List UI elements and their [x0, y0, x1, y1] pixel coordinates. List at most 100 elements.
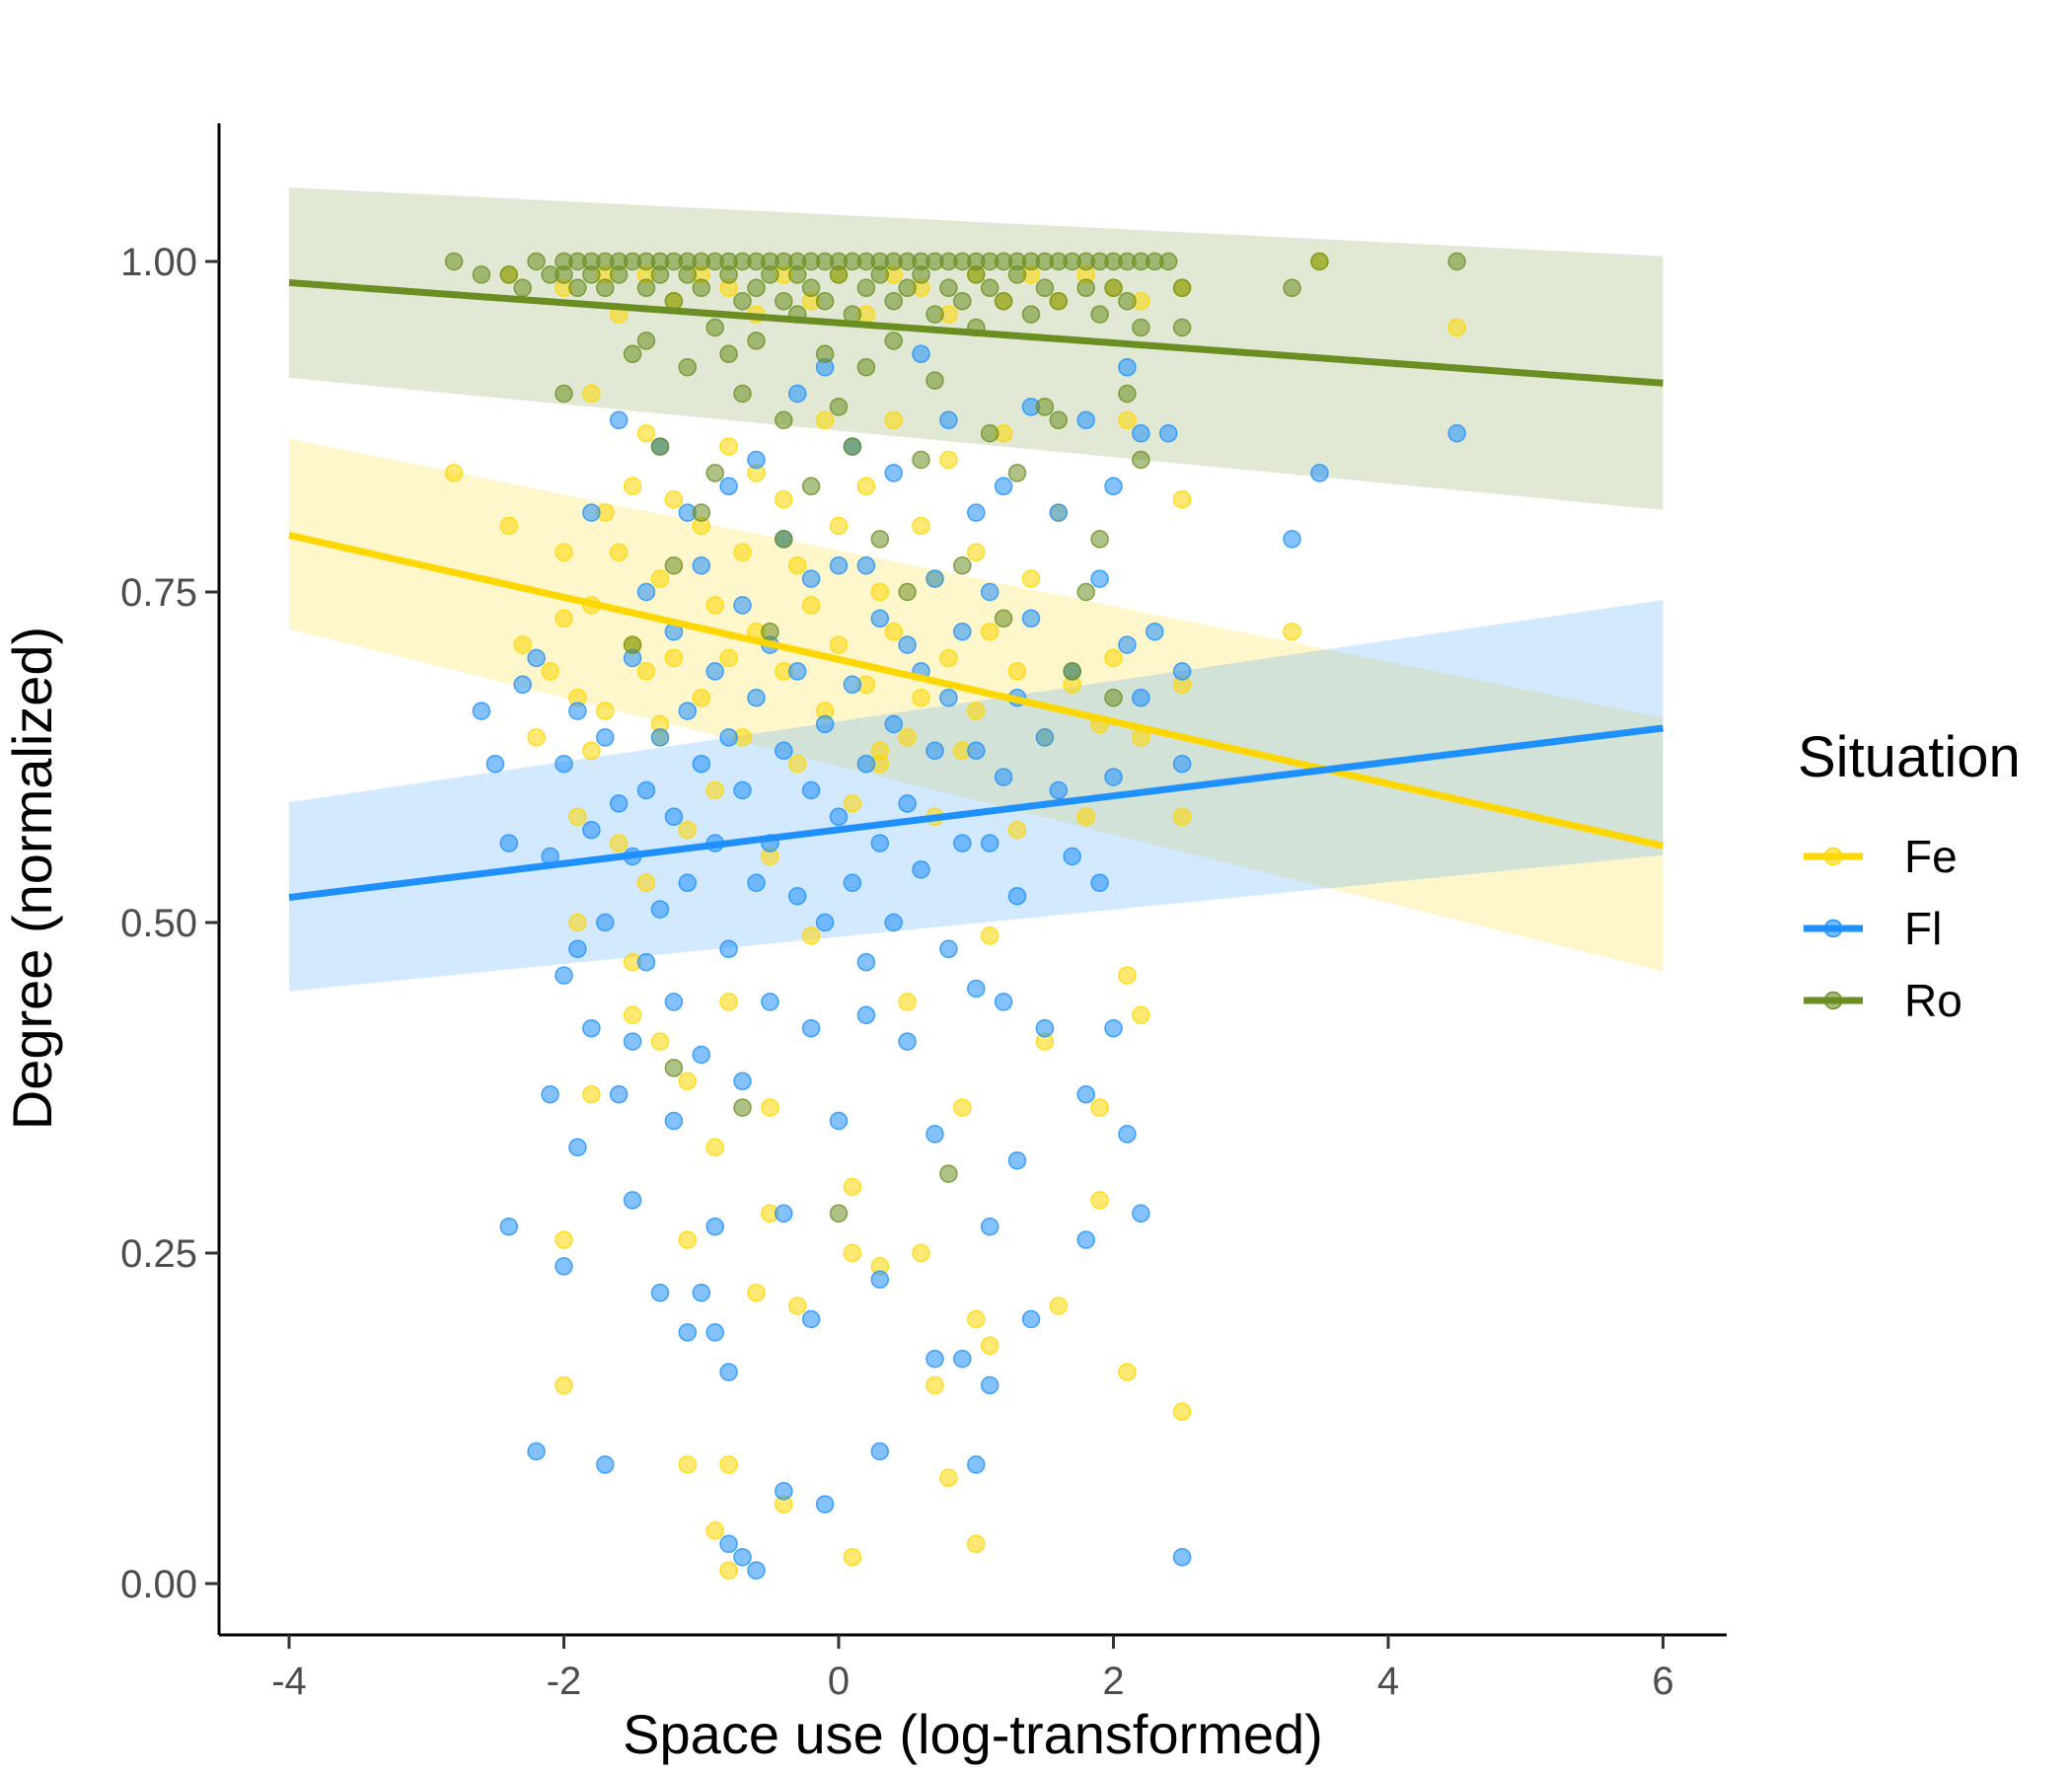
point-fl	[1283, 530, 1301, 549]
x-tick-label: 6	[1652, 1660, 1673, 1703]
point-fe	[678, 1230, 698, 1249]
point-fl	[719, 1363, 738, 1381]
point-fl	[1172, 1547, 1192, 1567]
point-fe	[733, 543, 752, 562]
point-fl	[472, 702, 491, 720]
point-fl	[609, 410, 629, 430]
point-fe	[884, 622, 903, 641]
point-fe	[623, 1005, 642, 1025]
point-ro	[1035, 278, 1055, 298]
point-ro	[1118, 291, 1137, 311]
point-ro	[499, 265, 519, 284]
point-ro	[636, 278, 656, 298]
point-fl	[856, 952, 876, 972]
point-fl	[980, 834, 999, 852]
point-fl	[1104, 1018, 1123, 1038]
point-fl	[527, 648, 546, 668]
point-fl	[1118, 635, 1137, 654]
point-fe	[1118, 966, 1137, 985]
point-ro	[829, 265, 849, 284]
legend-label: Fe	[1904, 831, 1958, 882]
point-fl	[925, 741, 944, 761]
point-ro	[1158, 252, 1178, 271]
point-fe	[1118, 410, 1137, 430]
point-ro	[636, 332, 656, 350]
point-fl	[829, 1111, 849, 1131]
point-ro	[444, 252, 464, 271]
point-fl	[636, 780, 656, 800]
point-fl	[650, 728, 670, 747]
point-fl	[541, 1084, 559, 1104]
point-ro	[953, 555, 972, 575]
point-fl	[609, 1084, 629, 1104]
point-fe	[980, 1336, 999, 1356]
point-fe	[761, 1098, 779, 1117]
point-fl	[980, 1375, 999, 1395]
point-fl	[1146, 622, 1164, 641]
point-fl	[1132, 1204, 1150, 1223]
point-fe	[499, 516, 519, 536]
point-ro	[761, 265, 779, 284]
point-ro	[678, 357, 698, 377]
point-fe	[843, 1243, 862, 1263]
point-fe	[1076, 807, 1095, 827]
point-fl	[678, 1323, 698, 1342]
point-fl	[1132, 688, 1150, 707]
point-ro	[953, 291, 972, 311]
point-ro	[761, 622, 779, 641]
point-ro	[801, 278, 821, 298]
point-fl	[980, 1217, 999, 1236]
point-fl	[870, 1270, 890, 1290]
point-fl	[733, 596, 752, 615]
point-fl	[1090, 569, 1109, 588]
point-fl	[1049, 503, 1069, 522]
point-fe	[787, 754, 807, 774]
point-fe	[801, 926, 821, 945]
point-fl	[953, 834, 972, 852]
point-ro	[719, 344, 738, 364]
point-ro	[650, 265, 670, 284]
point-ro	[1132, 318, 1150, 337]
point-fe	[1172, 807, 1192, 827]
point-fe	[636, 873, 656, 893]
point-fl	[664, 993, 684, 1011]
point-fl	[939, 410, 958, 430]
point-fl	[884, 714, 903, 734]
point-ro	[719, 265, 738, 284]
point-ro	[1076, 582, 1095, 602]
point-fl	[925, 1349, 944, 1369]
legend-item-fl: Fl	[1804, 903, 1942, 954]
point-ro	[870, 530, 890, 549]
point-fl	[980, 582, 999, 602]
point-fl	[967, 503, 986, 522]
point-ro	[980, 423, 999, 443]
point-fe	[980, 926, 999, 945]
point-fe	[664, 648, 684, 668]
point-fe	[555, 1375, 573, 1395]
point-fe	[1447, 318, 1466, 337]
point-fe	[541, 662, 559, 681]
point-fl	[898, 794, 917, 813]
point-ro	[843, 437, 862, 456]
point-fl	[1007, 886, 1027, 906]
point-fe	[953, 1098, 972, 1117]
point-fe	[815, 410, 835, 430]
point-fl	[829, 807, 849, 827]
point-ro	[787, 265, 807, 284]
point-fe	[1172, 489, 1192, 509]
point-ro	[856, 357, 876, 377]
point-fl	[953, 1349, 972, 1369]
point-fl	[787, 384, 807, 404]
point-fe	[705, 780, 724, 800]
point-ro	[994, 291, 1013, 311]
point-ro	[884, 291, 903, 311]
point-fe	[513, 635, 532, 654]
point-fe	[870, 741, 890, 761]
point-fe	[747, 1283, 766, 1302]
point-fl	[747, 450, 766, 470]
point-fl	[1021, 1309, 1041, 1329]
point-fl	[1007, 1150, 1027, 1170]
point-ro	[1049, 410, 1069, 430]
point-fl	[912, 860, 930, 879]
point-fl	[939, 688, 958, 707]
